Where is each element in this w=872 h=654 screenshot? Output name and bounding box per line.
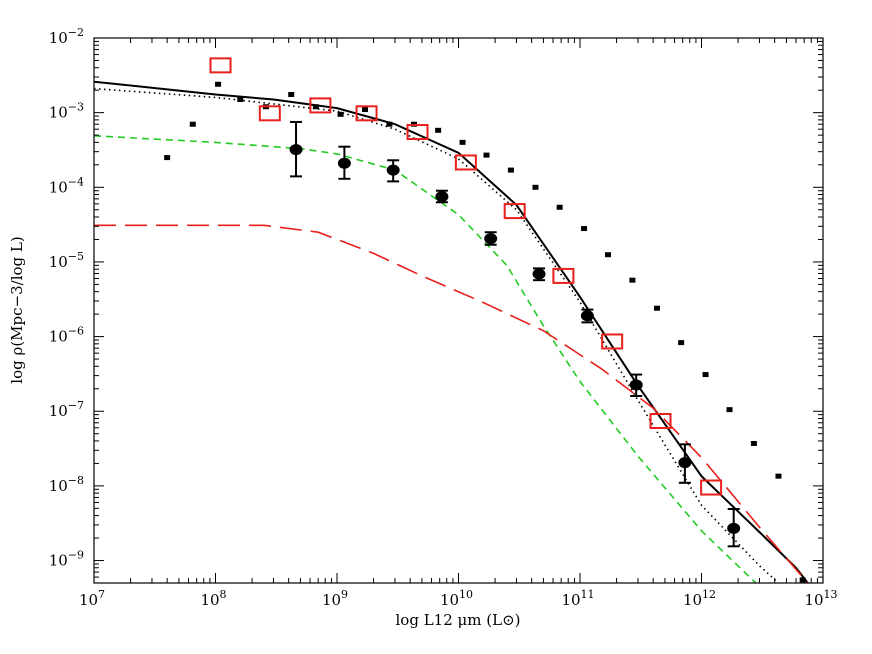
plot-frame: [93, 37, 824, 584]
x-tick-label: 1013: [804, 588, 837, 609]
open-square-point: [700, 479, 723, 496]
small-square-point: [189, 121, 196, 127]
x-tick-label: 1012: [683, 588, 716, 609]
x-tick-label: 109: [322, 588, 348, 609]
small-square-point: [386, 121, 393, 127]
open-square-point: [309, 97, 332, 114]
y-tick-label: 10−4: [49, 175, 84, 196]
open-square-point: [552, 267, 575, 284]
small-square-point: [604, 252, 611, 258]
series-line-short-dash-curve: [94, 135, 757, 583]
y-tick-label: 10−2: [49, 26, 84, 47]
small-square-point: [678, 340, 685, 346]
y-axis-label: log ρ(Mpc−3/log L): [8, 236, 26, 383]
small-square-point: [435, 127, 442, 133]
point-layer: [164, 57, 806, 583]
small-square-point: [361, 107, 368, 113]
filled-circle-point: [678, 457, 692, 469]
y-tick-label: 10−7: [49, 399, 84, 420]
small-square-point: [215, 81, 222, 87]
small-square-point: [750, 440, 757, 446]
small-square-point: [799, 577, 806, 583]
open-square-point: [406, 124, 429, 141]
open-square-point: [454, 154, 477, 171]
filled-circle-point: [386, 164, 400, 176]
small-square-point: [459, 139, 466, 145]
small-square-point: [288, 92, 295, 98]
x-tick-label: 108: [200, 588, 226, 609]
tick-label-layer: 107 108 109 1010 1011 1012 1013 10−9 10−8 10−7 10−…: [49, 26, 838, 609]
series-line-long-dash-curve: [94, 224, 809, 583]
filled-circle-point: [629, 379, 643, 391]
y-tick-label: 10−3: [49, 101, 84, 122]
open-square-point: [503, 203, 526, 220]
small-square-point: [581, 226, 588, 232]
series-line-solid-curve: [94, 80, 809, 583]
small-square-point: [556, 204, 563, 210]
x-tick-label: 107: [79, 588, 105, 609]
open-square-point: [601, 333, 624, 350]
filled-circle-point: [580, 310, 594, 322]
open-square-point: [355, 105, 378, 122]
open-square-point: [209, 57, 232, 74]
small-square-point: [532, 184, 539, 190]
y-tick-label: 10−9: [49, 549, 84, 570]
x-tick-label: 1010: [440, 588, 473, 609]
small-square-point: [775, 473, 782, 479]
open-square-point: [649, 412, 672, 429]
small-square-point: [164, 155, 171, 161]
small-square-point: [237, 97, 244, 103]
filled-circle-point: [337, 157, 351, 169]
filled-circle-point: [289, 144, 303, 156]
small-square-point: [629, 277, 636, 283]
open-square-point: [258, 105, 281, 122]
y-tick-label: 10−8: [49, 474, 84, 495]
y-tick-label: 10−5: [49, 250, 84, 271]
curve-layer: [94, 80, 809, 583]
tick-layer: [93, 37, 824, 583]
small-square-point: [653, 305, 660, 311]
filled-circle-point: [484, 233, 498, 245]
filled-circle-point: [532, 268, 546, 280]
small-square-point: [726, 407, 733, 413]
small-square-point: [483, 152, 490, 158]
x-axis-label: log L12 μm (L⊙): [396, 611, 521, 629]
small-square-point: [702, 372, 709, 378]
series-line-dotted-curve: [94, 87, 780, 583]
filled-circle-point: [727, 522, 741, 534]
y-tick-label: 10−6: [49, 325, 84, 346]
small-square-point: [312, 104, 319, 110]
x-tick-label: 1011: [561, 588, 594, 609]
small-square-point: [337, 111, 344, 117]
small-square-point: [507, 167, 514, 173]
filled-circle-point: [435, 191, 449, 203]
